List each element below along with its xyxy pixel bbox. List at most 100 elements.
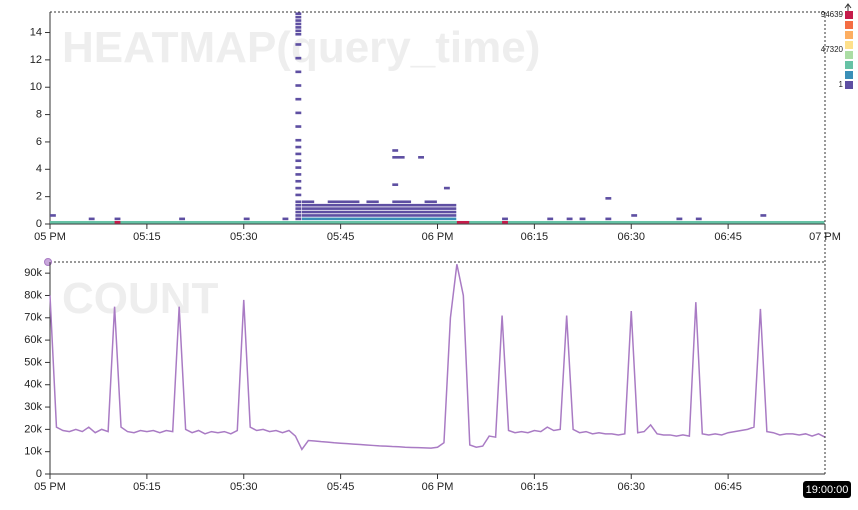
- heatmap-cell: [295, 173, 302, 176]
- heatmap-cell: [605, 197, 612, 200]
- heatmap-cell: [392, 149, 399, 152]
- heatmap-cell: [327, 200, 360, 204]
- y-tick-label: 12: [30, 54, 42, 66]
- x-tick-label: 05:15: [133, 231, 161, 243]
- y-tick-label: 80k: [24, 289, 42, 301]
- y-tick-label: 20k: [24, 423, 42, 435]
- count-title: COUNT: [62, 274, 219, 323]
- heatmap-cell: [282, 217, 289, 221]
- heatmap-cell: [295, 56, 302, 60]
- legend-swatch: [845, 81, 853, 89]
- y-tick-label: 10k: [24, 446, 42, 458]
- heatmap-cell: [547, 217, 554, 221]
- heatmap-cell: [50, 214, 56, 217]
- heatmap-cell: [295, 217, 302, 221]
- heatmap-cell: [502, 220, 508, 224]
- y-tick-label: 8: [36, 108, 42, 120]
- y-tick-label: 40k: [24, 379, 42, 391]
- heatmap-cell: [295, 207, 302, 210]
- heatmap-cell: [424, 200, 437, 204]
- heatmap-cell: [295, 145, 302, 149]
- heatmap-cell: [114, 217, 121, 221]
- heatmap-cell: [392, 183, 399, 186]
- heatmap-cell: [631, 214, 638, 217]
- heatmap-cell: [295, 214, 302, 217]
- sort-icon[interactable]: [844, 3, 852, 12]
- heatmap-cell: [295, 200, 302, 204]
- heatmap-cell: [579, 217, 586, 221]
- heatmap-cell: [418, 156, 424, 159]
- y-tick-label: 60k: [24, 334, 42, 346]
- x-tick-label: 05:15: [133, 481, 161, 493]
- heatmap-cell: [295, 22, 302, 26]
- y-tick-label: 6: [36, 136, 42, 148]
- x-tick-label: 06:45: [714, 231, 742, 243]
- heatmap-cell: [295, 186, 302, 190]
- y-tick-label: 10: [30, 81, 42, 93]
- y-tick-label: 0: [36, 218, 42, 230]
- heatmap-cell: [301, 200, 315, 204]
- legend-swatch: [845, 61, 853, 69]
- heatmap-cell: [295, 12, 302, 16]
- legend-swatch: [845, 41, 853, 49]
- heatmap-cell: [295, 159, 302, 163]
- heatmap-cell: [443, 186, 450, 190]
- legend-label: 94639: [821, 10, 844, 19]
- heatmap-cell: [295, 84, 302, 87]
- heatmap-cell: [502, 217, 508, 221]
- x-tick-label: 06:15: [521, 481, 549, 493]
- x-tick-label: 06 PM: [422, 481, 454, 493]
- heatmap-cell: [243, 217, 250, 221]
- heatmap-cell: [50, 220, 825, 224]
- heatmap-cell: [566, 217, 573, 221]
- heatmap-cell: [295, 29, 302, 33]
- x-tick-label: 06:30: [617, 231, 645, 243]
- heatmap-cell: [295, 26, 302, 29]
- legend-swatch: [845, 11, 853, 19]
- y-tick-label: 4: [36, 163, 42, 175]
- heatmap-cell: [295, 210, 302, 214]
- heatmap-cell: [295, 15, 302, 19]
- heatmap-cell: [114, 220, 121, 224]
- heatmap-cell: [695, 217, 702, 221]
- heatmap-cell: [295, 97, 302, 101]
- heatmap-cell: [179, 217, 186, 221]
- y-tick-label: 14: [30, 26, 42, 38]
- heatmap-cell: [760, 214, 767, 217]
- count-line: [49, 264, 826, 451]
- heatmap-cell: [301, 207, 457, 210]
- heatmap-cell: [456, 220, 470, 224]
- heatmap-cell: [295, 152, 302, 156]
- heatmap-cell: [295, 138, 302, 142]
- y-tick-label: 90k: [24, 267, 42, 279]
- legend-label: 1: [839, 80, 844, 89]
- x-tick-label: 05:30: [230, 231, 258, 243]
- heatmap-cell: [676, 217, 683, 221]
- x-tick-label: 06:30: [617, 481, 645, 493]
- heatmap-cell: [301, 214, 457, 217]
- heatmap-cell: [392, 156, 405, 159]
- heatmap-cell: [295, 111, 302, 115]
- cursor-label-bg: [803, 481, 851, 498]
- x-tick-label: 05 PM: [34, 231, 66, 243]
- heatmap-cell: [295, 193, 302, 197]
- heatmap-cell: [295, 125, 302, 128]
- heatmap-cell: [295, 32, 302, 36]
- x-tick-label: 06:45: [714, 481, 742, 493]
- heatmap-cell: [295, 179, 302, 183]
- legend-swatch: [845, 51, 853, 59]
- heatmap-cell: [605, 217, 612, 221]
- y-tick-label: 50k: [24, 356, 42, 368]
- x-tick-label: 05:30: [230, 481, 258, 493]
- heatmap-cell: [301, 203, 457, 207]
- legend-swatch: [845, 21, 853, 29]
- heatmap-cell: [295, 43, 302, 46]
- heatmap-cell: [392, 200, 412, 204]
- y-tick-label: 2: [36, 191, 42, 203]
- heatmap-cell: [366, 200, 379, 204]
- heatmap-cell: [301, 210, 457, 214]
- legend-swatch: [845, 71, 853, 79]
- legend-label: 47320: [821, 45, 844, 54]
- heatmap-cell: [301, 217, 457, 221]
